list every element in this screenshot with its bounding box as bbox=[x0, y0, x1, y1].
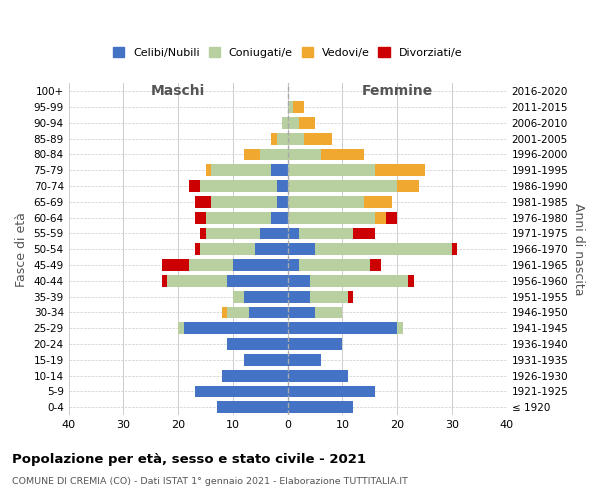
Bar bbox=[217, 402, 287, 413]
Bar bbox=[299, 259, 370, 271]
Bar bbox=[376, 212, 386, 224]
Bar bbox=[287, 306, 315, 318]
Bar bbox=[255, 244, 287, 255]
Bar bbox=[200, 244, 255, 255]
Bar bbox=[397, 180, 419, 192]
Y-axis label: Anni di nascita: Anni di nascita bbox=[572, 203, 585, 296]
Bar bbox=[287, 354, 320, 366]
Bar bbox=[452, 244, 457, 255]
Bar bbox=[244, 148, 260, 160]
Bar bbox=[227, 275, 287, 287]
Bar bbox=[282, 117, 287, 129]
Bar bbox=[287, 386, 376, 398]
Bar bbox=[200, 228, 206, 239]
Bar bbox=[250, 306, 287, 318]
Bar bbox=[315, 306, 343, 318]
Bar bbox=[162, 275, 167, 287]
Text: Femmine: Femmine bbox=[362, 84, 433, 98]
Bar bbox=[315, 244, 452, 255]
Bar bbox=[287, 180, 397, 192]
Bar bbox=[162, 259, 189, 271]
Text: Popolazione per età, sesso e stato civile - 2021: Popolazione per età, sesso e stato civil… bbox=[12, 452, 366, 466]
Bar bbox=[277, 180, 287, 192]
Bar bbox=[353, 228, 376, 239]
Bar bbox=[194, 386, 287, 398]
Bar bbox=[206, 228, 260, 239]
Bar bbox=[233, 259, 287, 271]
Bar bbox=[222, 306, 227, 318]
Bar bbox=[299, 228, 353, 239]
Bar bbox=[184, 322, 287, 334]
Bar bbox=[277, 196, 287, 208]
Bar bbox=[310, 290, 348, 302]
Bar bbox=[287, 370, 348, 382]
Bar bbox=[408, 275, 413, 287]
Bar bbox=[194, 196, 211, 208]
Bar bbox=[271, 164, 287, 176]
Legend: Celibi/Nubili, Coniugati/e, Vedovi/e, Divorziati/e: Celibi/Nubili, Coniugati/e, Vedovi/e, Di… bbox=[109, 42, 467, 62]
Bar bbox=[287, 322, 397, 334]
Bar bbox=[287, 101, 293, 113]
Bar bbox=[287, 196, 364, 208]
Bar bbox=[299, 117, 315, 129]
Bar bbox=[287, 275, 310, 287]
Bar bbox=[271, 212, 287, 224]
Bar bbox=[287, 244, 315, 255]
Bar bbox=[244, 290, 287, 302]
Bar bbox=[287, 259, 299, 271]
Bar bbox=[178, 322, 184, 334]
Text: Maschi: Maschi bbox=[151, 84, 205, 98]
Bar bbox=[310, 275, 408, 287]
Bar bbox=[189, 180, 200, 192]
Bar bbox=[211, 196, 277, 208]
Bar bbox=[222, 370, 287, 382]
Bar bbox=[189, 259, 233, 271]
Text: COMUNE DI CREMIA (CO) - Dati ISTAT 1° gennaio 2021 - Elaborazione TUTTITALIA.IT: COMUNE DI CREMIA (CO) - Dati ISTAT 1° ge… bbox=[12, 478, 408, 486]
Bar bbox=[287, 132, 304, 144]
Bar bbox=[386, 212, 397, 224]
Bar bbox=[260, 148, 287, 160]
Bar bbox=[194, 212, 206, 224]
Bar bbox=[244, 354, 287, 366]
Bar bbox=[287, 338, 343, 350]
Y-axis label: Fasce di età: Fasce di età bbox=[15, 212, 28, 286]
Bar bbox=[271, 132, 277, 144]
Bar bbox=[277, 132, 287, 144]
Bar bbox=[206, 212, 271, 224]
Bar bbox=[227, 338, 287, 350]
Bar bbox=[287, 290, 310, 302]
Bar bbox=[211, 164, 271, 176]
Bar bbox=[287, 402, 353, 413]
Bar bbox=[287, 148, 320, 160]
Bar bbox=[167, 275, 227, 287]
Bar bbox=[376, 164, 425, 176]
Bar bbox=[260, 228, 287, 239]
Bar bbox=[348, 290, 353, 302]
Bar bbox=[397, 322, 403, 334]
Bar bbox=[233, 290, 244, 302]
Bar bbox=[320, 148, 364, 160]
Bar bbox=[293, 101, 304, 113]
Bar bbox=[206, 164, 211, 176]
Bar bbox=[287, 228, 299, 239]
Bar bbox=[364, 196, 392, 208]
Bar bbox=[287, 117, 299, 129]
Bar bbox=[200, 180, 277, 192]
Bar bbox=[287, 164, 376, 176]
Bar bbox=[304, 132, 331, 144]
Bar bbox=[370, 259, 381, 271]
Bar bbox=[287, 212, 376, 224]
Bar bbox=[194, 244, 200, 255]
Bar bbox=[227, 306, 250, 318]
